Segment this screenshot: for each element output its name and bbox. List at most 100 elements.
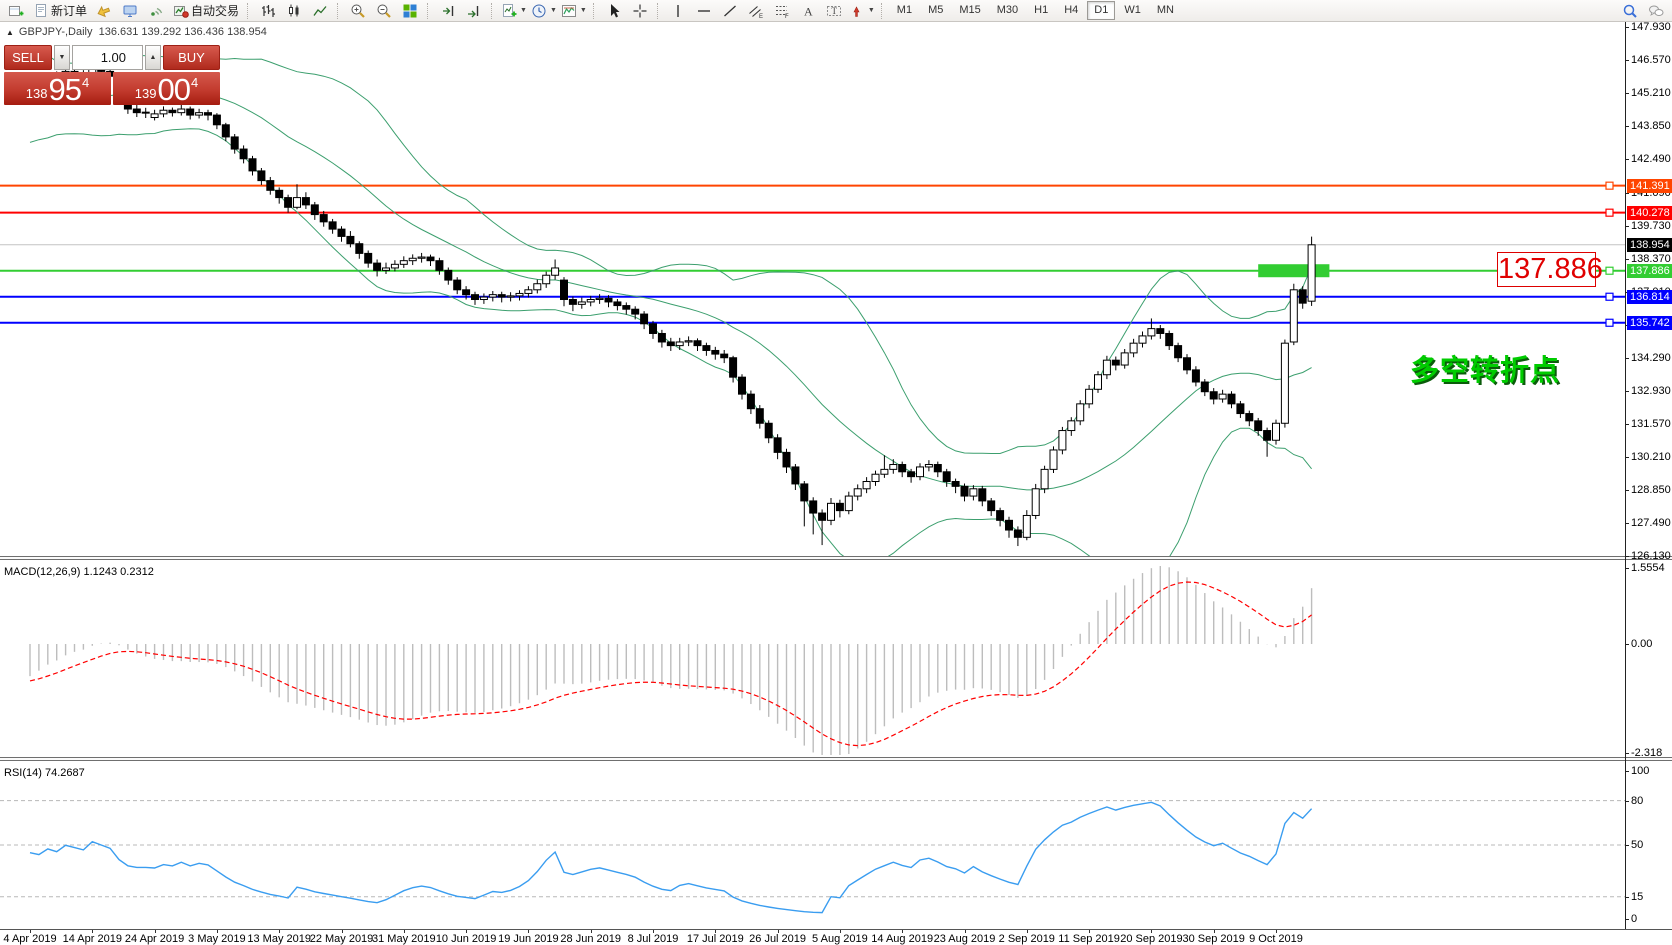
price-annotation-label[interactable]: 137.886 bbox=[1497, 252, 1603, 287]
buy-price-pips: 00 bbox=[157, 72, 190, 107]
horizontal-line-button[interactable] bbox=[691, 1, 717, 21]
crosshair-button[interactable] bbox=[627, 1, 653, 21]
line-price-label[interactable]: 136.814 bbox=[1627, 289, 1672, 304]
toolbar: 新订单 自动交易 ▼ ▼ ▼ E F A T ▼ M1 M5 M15 M30 H1 H4 D… bbox=[0, 0, 1672, 22]
trendline-button[interactable] bbox=[717, 1, 743, 21]
macd-tick-mark bbox=[1625, 644, 1629, 645]
candle-body bbox=[435, 260, 444, 271]
templates-button[interactable]: ▼ bbox=[559, 1, 589, 21]
auto-scroll-button[interactable] bbox=[461, 1, 487, 21]
line-price-label[interactable]: 135.742 bbox=[1627, 315, 1672, 330]
chinese-annotation-text[interactable]: 多空转折点 bbox=[1410, 355, 1561, 387]
line-handle[interactable] bbox=[1605, 181, 1614, 190]
pane-separator[interactable] bbox=[0, 757, 1672, 761]
search-button[interactable] bbox=[1617, 1, 1643, 21]
line-price-label[interactable]: 140.278 bbox=[1627, 205, 1672, 220]
candle-body bbox=[898, 464, 907, 473]
quotes-arrow-button[interactable] bbox=[91, 1, 117, 21]
timeframe-button-m15[interactable]: M15 bbox=[959, 4, 981, 16]
chart-shift-button[interactable] bbox=[435, 1, 461, 21]
tile-windows-button[interactable] bbox=[397, 1, 423, 21]
candle-body bbox=[417, 256, 426, 259]
candlestick-chart-button[interactable] bbox=[281, 1, 307, 21]
svg-text:T: T bbox=[831, 6, 837, 16]
zoom-in-button[interactable] bbox=[345, 1, 371, 21]
date-tick-label: 2 Sep 2019 bbox=[998, 933, 1055, 945]
text-button[interactable]: A bbox=[795, 1, 821, 21]
new-chart-button[interactable] bbox=[3, 1, 29, 21]
green-zone-rect[interactable] bbox=[1258, 264, 1330, 278]
timeframe-button-mn[interactable]: MN bbox=[1156, 4, 1174, 16]
zoom-out-button[interactable] bbox=[371, 1, 397, 21]
vertical-line-button[interactable] bbox=[665, 1, 691, 21]
candle-body bbox=[738, 376, 746, 395]
arrows-button[interactable]: ▼ bbox=[847, 1, 877, 21]
trade-panel-price-row: 138 95 4 139 00 4 bbox=[4, 72, 220, 105]
candle-body bbox=[675, 341, 684, 347]
timeframe-button-h1[interactable]: H1 bbox=[1034, 4, 1049, 16]
candle-body bbox=[907, 471, 916, 478]
candle-body bbox=[746, 393, 755, 410]
equidistant-channel-button[interactable]: E bbox=[743, 1, 769, 21]
cursor-icon bbox=[610, 3, 620, 17]
line-handle[interactable] bbox=[1605, 292, 1614, 301]
candle-body bbox=[568, 299, 577, 305]
price-tick-label: 146.570 bbox=[1631, 54, 1671, 66]
candle-body bbox=[729, 357, 738, 378]
line-chart-button[interactable] bbox=[307, 1, 333, 21]
pane-separator[interactable] bbox=[0, 556, 1672, 560]
line-price-label[interactable]: 138.954 bbox=[1627, 237, 1672, 252]
line-price-label[interactable]: 141.391 bbox=[1627, 178, 1672, 193]
timeframe-button-m1[interactable]: M1 bbox=[896, 4, 913, 16]
timeframe-button-m5[interactable]: M5 bbox=[928, 4, 944, 16]
bar-chart-button[interactable] bbox=[255, 1, 281, 21]
date-tick-mark bbox=[777, 930, 779, 933]
line-price-label[interactable]: 137.886 bbox=[1627, 263, 1672, 278]
candle-body bbox=[916, 466, 924, 478]
volume-input[interactable]: 1.00 bbox=[72, 45, 143, 70]
volume-increase-button[interactable]: ▲ bbox=[145, 45, 161, 70]
cursor-button[interactable] bbox=[601, 1, 627, 21]
macd-label: MACD(12,26,9) 1.1243 0.2312 bbox=[4, 566, 154, 578]
macd-pane[interactable] bbox=[0, 561, 1672, 757]
buy-button[interactable]: BUY bbox=[163, 45, 220, 70]
date-tick-mark bbox=[216, 930, 218, 933]
candle-body bbox=[1298, 289, 1307, 304]
sell-price-box[interactable]: 138 95 4 bbox=[4, 72, 111, 105]
terminal-button[interactable] bbox=[117, 1, 143, 21]
date-tick-label: 4 Apr 2019 bbox=[3, 933, 57, 945]
timeframe-button-m30[interactable]: M30 bbox=[996, 4, 1019, 16]
candle-body bbox=[889, 464, 898, 470]
signal-button[interactable] bbox=[143, 1, 169, 21]
candle-body bbox=[346, 235, 355, 245]
text-label-button[interactable]: T bbox=[821, 1, 847, 21]
rsi-pane[interactable] bbox=[0, 762, 1672, 929]
date-tick-label: 23 Aug 2019 bbox=[933, 933, 996, 945]
candle-body bbox=[1307, 244, 1316, 302]
line-handle[interactable] bbox=[1605, 266, 1614, 275]
line-chart-icon bbox=[313, 5, 327, 16]
candle-body bbox=[301, 197, 310, 206]
toolbar-right-group bbox=[1617, 1, 1669, 21]
sell-button[interactable]: SELL bbox=[4, 45, 52, 70]
fibonacci-button[interactable]: F bbox=[769, 1, 795, 21]
collapse-arrow-icon[interactable]: ▲ bbox=[6, 28, 14, 37]
timeframe-button-w1[interactable]: W1 bbox=[1124, 4, 1141, 16]
date-tick-mark bbox=[590, 930, 592, 933]
autotrading-button[interactable]: 自动交易 bbox=[169, 1, 243, 21]
timeframe-button-h4[interactable]: H4 bbox=[1064, 4, 1079, 16]
candle-body bbox=[471, 294, 479, 301]
candle-body bbox=[293, 197, 301, 208]
timeframe-button-d1[interactable]: D1 bbox=[1087, 1, 1116, 20]
price-chart-pane[interactable] bbox=[0, 22, 1672, 556]
periods-button[interactable]: ▼ bbox=[529, 1, 559, 21]
candle-body bbox=[390, 263, 399, 269]
new-order-button[interactable]: 新订单 bbox=[29, 1, 91, 21]
line-handle[interactable] bbox=[1605, 208, 1614, 217]
volume-decrease-button[interactable]: ▼ bbox=[54, 45, 70, 70]
buy-price-box[interactable]: 139 00 4 bbox=[113, 72, 220, 105]
indicators-button[interactable]: ▼ bbox=[499, 1, 529, 21]
candle-body bbox=[551, 267, 560, 276]
chat-button[interactable] bbox=[1643, 1, 1669, 21]
line-handle[interactable] bbox=[1605, 318, 1614, 327]
